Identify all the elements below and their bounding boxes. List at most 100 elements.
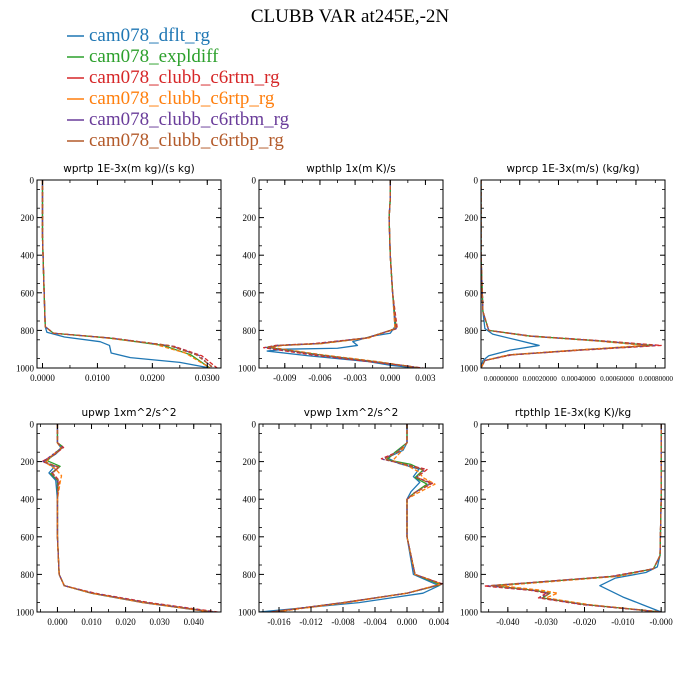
series-line <box>266 180 417 368</box>
y-tick-label: 400 <box>243 495 257 505</box>
plot-frame <box>480 179 666 369</box>
legend-item: cam078_clubb_c6rtbm_rg <box>67 109 290 130</box>
y-tick-label: 1000 <box>238 608 257 618</box>
y-tick-label: 1000 <box>460 608 479 618</box>
series-line <box>274 424 443 612</box>
y-tick-label: 600 <box>465 288 479 298</box>
panel: wpthlp 1x(m K)/s 0 200 400 600 800 1000 -0.009 -… <box>238 163 444 383</box>
panel: vpwp 1xm^2/s^2 0 200 400 600 800 1000 -0.016 -0.… <box>238 407 450 627</box>
y-tick-label: 600 <box>21 288 35 298</box>
series-line <box>481 180 653 368</box>
y-tick-label: 200 <box>465 457 479 467</box>
figure-title: CLUBB VAR at245E,-2N <box>251 6 450 27</box>
y-tick-label: 800 <box>21 570 35 580</box>
y-tick-label: 1000 <box>460 364 479 374</box>
y-tick-label: 200 <box>243 457 257 467</box>
x-tick-label: 0.030 <box>150 617 171 627</box>
x-tick-label: -0.004 <box>363 617 387 627</box>
series-line <box>259 424 440 612</box>
x-tick-label: -0.030 <box>535 617 559 627</box>
series-line <box>272 424 443 612</box>
x-tick-label: 0.020 <box>115 617 136 627</box>
y-tick-label: 1000 <box>16 364 35 374</box>
panel-title: wprcp 1E-3x(m/s) (kg/kg) <box>506 163 639 175</box>
x-tick-label: 0.00020000 <box>523 375 558 383</box>
y-tick-label: 800 <box>21 326 35 336</box>
plot-frame <box>258 423 444 613</box>
series-line <box>270 180 419 368</box>
panel-title: wprtp 1E-3x(m kg)/(s kg) <box>63 163 194 175</box>
panel-title: vpwp 1xm^2/s^2 <box>304 407 399 419</box>
y-tick-label: 400 <box>465 495 479 505</box>
x-tick-label: -0.016 <box>267 617 291 627</box>
y-tick-label: 0 <box>252 420 257 430</box>
x-tick-label: -0.009 <box>273 373 297 383</box>
x-tick-label: -0.003 <box>343 373 367 383</box>
series-line <box>481 180 655 368</box>
series-line <box>42 424 215 612</box>
y-tick-label: 200 <box>465 213 479 223</box>
y-tick-label: 0 <box>30 420 35 430</box>
panel: wprcp 1E-3x(m/s) (kg/kg) 0 200 400 600 800 100… <box>460 163 673 383</box>
plot-frame <box>36 179 222 369</box>
y-tick-label: 200 <box>21 213 35 223</box>
y-tick-label: 800 <box>465 326 479 336</box>
panels: wprtp 1E-3x(m kg)/(s kg) 0 200 400 600 800 100… <box>16 163 673 627</box>
legend-label: cam078_expldiff <box>89 46 219 67</box>
x-tick-label: 0.010 <box>81 617 102 627</box>
legend-item: cam078_dflt_rg <box>67 25 211 46</box>
series-line <box>46 424 215 612</box>
y-tick-label: 600 <box>243 532 257 542</box>
panel-title: wpthlp 1x(m K)/s <box>306 163 396 175</box>
legend-label: cam078_clubb_c6rtm_rg <box>89 67 280 88</box>
series-line <box>499 424 662 612</box>
x-tick-label: 0.004 <box>429 617 450 627</box>
series-line <box>489 424 662 612</box>
series-line <box>270 424 443 612</box>
plot-frame <box>480 423 666 613</box>
series-line <box>481 180 540 368</box>
series-line <box>44 424 211 612</box>
x-tick-label: -0.000 <box>650 617 674 627</box>
y-tick-label: 400 <box>243 251 257 261</box>
series-line <box>270 424 443 612</box>
y-tick-label: 800 <box>243 570 257 580</box>
legend-label: cam078_clubb_c6rtbp_rg <box>89 130 284 151</box>
series-line <box>43 424 211 612</box>
x-tick-label: 0.00060000 <box>600 375 635 383</box>
y-tick-label: 0 <box>474 420 479 430</box>
y-tick-label: 1000 <box>238 364 257 374</box>
x-tick-label: -0.008 <box>331 617 355 627</box>
x-tick-label: -0.012 <box>299 617 322 627</box>
plot-frame <box>258 179 444 369</box>
y-tick-label: 400 <box>21 251 35 261</box>
y-tick-label: 600 <box>21 532 35 542</box>
series-line <box>270 424 442 612</box>
x-tick-label: 0.000 <box>380 373 401 383</box>
x-tick-label: 0.0200 <box>140 373 165 383</box>
legend-item: cam078_expldiff <box>67 46 219 67</box>
panel: wprtp 1E-3x(m kg)/(s kg) 0 200 400 600 800 100… <box>16 163 222 383</box>
series-line <box>481 180 647 368</box>
x-tick-label: 0.003 <box>415 373 436 383</box>
x-tick-label: -0.006 <box>308 373 332 383</box>
legend-label: cam078_clubb_c6rtbm_rg <box>89 109 290 130</box>
panel: rtpthlp 1E-3x(kg K)/kg 0 200 400 600 800 1000 -… <box>460 407 673 627</box>
x-tick-label: 0.00080000 <box>639 375 674 383</box>
y-tick-label: 0 <box>30 176 35 186</box>
series-line <box>267 180 420 368</box>
y-tick-label: 400 <box>465 251 479 261</box>
series-line <box>41 180 218 368</box>
legend-item: cam078_clubb_c6rtp_rg <box>67 88 275 109</box>
y-tick-label: 1000 <box>16 608 35 618</box>
series-line <box>41 180 215 368</box>
panel: upwp 1xm^2/s^2 0 200 400 600 800 1000 0.000 0.01… <box>16 407 222 627</box>
panel-title: upwp 1xm^2/s^2 <box>82 407 177 419</box>
series-line <box>481 180 656 368</box>
plot-frame <box>36 423 222 613</box>
series-line <box>599 424 662 612</box>
legend: cam078_dflt_rgcam078_expldiffcam078_club… <box>67 25 290 151</box>
x-tick-label: 0.0000 <box>30 373 55 383</box>
x-tick-label: 0.00040000 <box>561 375 596 383</box>
